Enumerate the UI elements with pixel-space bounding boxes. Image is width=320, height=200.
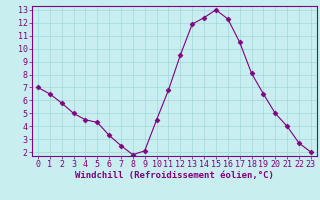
X-axis label: Windchill (Refroidissement éolien,°C): Windchill (Refroidissement éolien,°C): [75, 171, 274, 180]
